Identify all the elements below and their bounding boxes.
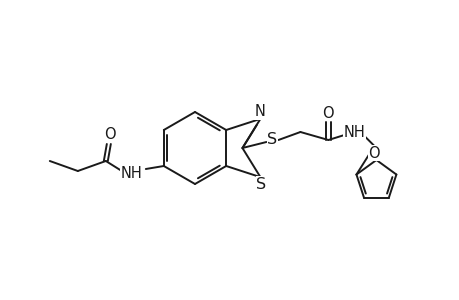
Text: O: O	[368, 146, 380, 160]
Text: S: S	[267, 131, 277, 146]
Text: S: S	[256, 177, 266, 192]
Text: N: N	[254, 104, 265, 119]
Text: O: O	[322, 106, 334, 121]
Text: O: O	[104, 127, 115, 142]
Text: NH: NH	[343, 124, 364, 140]
Text: NH: NH	[121, 166, 142, 181]
